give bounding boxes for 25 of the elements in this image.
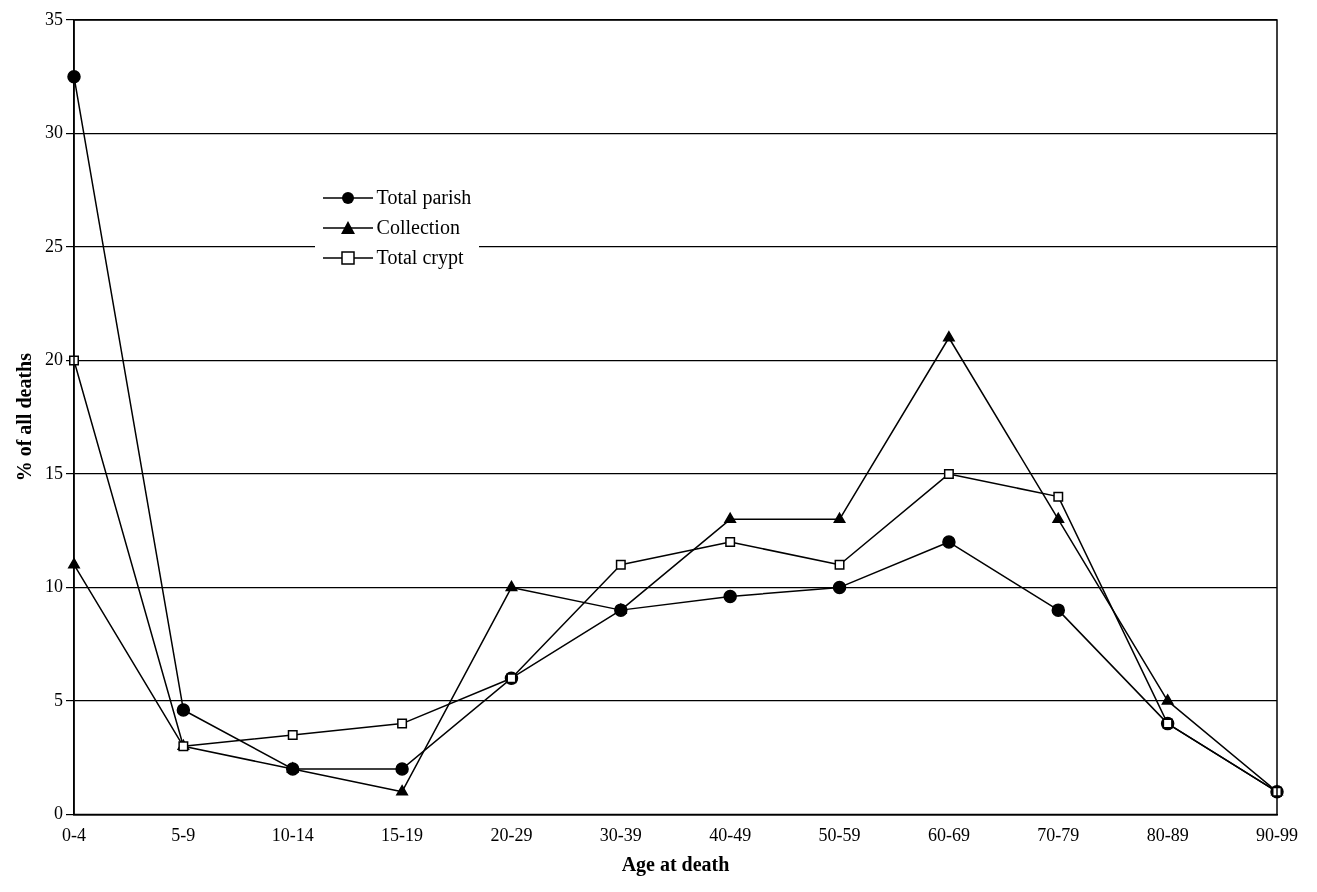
x-tick-label: 50-59	[818, 824, 861, 845]
x-tick-label: 10-14	[271, 824, 314, 845]
y-tick-label: 30	[45, 122, 63, 143]
y-tick-label: 0	[54, 803, 63, 824]
x-tick-label: 70-79	[1037, 824, 1080, 845]
x-tick-label: 90-99	[1256, 824, 1298, 845]
x-tick-label: 0-4	[62, 824, 86, 845]
x-tick-label: 30-39	[599, 824, 642, 845]
legend-label: Total crypt	[376, 246, 464, 270]
legend-label: Collection	[376, 216, 460, 240]
x-tick-label: 5-9	[171, 824, 196, 845]
y-tick-label: 25	[45, 235, 63, 256]
x-tick-label: 80-89	[1146, 824, 1189, 845]
x-tick-label: 20-29	[490, 824, 533, 845]
y-tick-label: 5	[54, 689, 63, 710]
y-tick-label: 15	[45, 462, 63, 483]
y-tick-label: 35	[45, 8, 63, 29]
x-axis-title: Age at death	[621, 853, 730, 877]
x-tick-label: 15-19	[381, 824, 424, 845]
x-tick-label: 60-69	[927, 824, 970, 845]
x-tick-label: 40-49	[709, 824, 752, 845]
y-tick-label: 10	[45, 576, 63, 597]
legend-label: Total parish	[376, 186, 472, 210]
y-tick-label: 20	[45, 349, 63, 370]
y-axis-title: % of all deaths	[13, 352, 36, 482]
